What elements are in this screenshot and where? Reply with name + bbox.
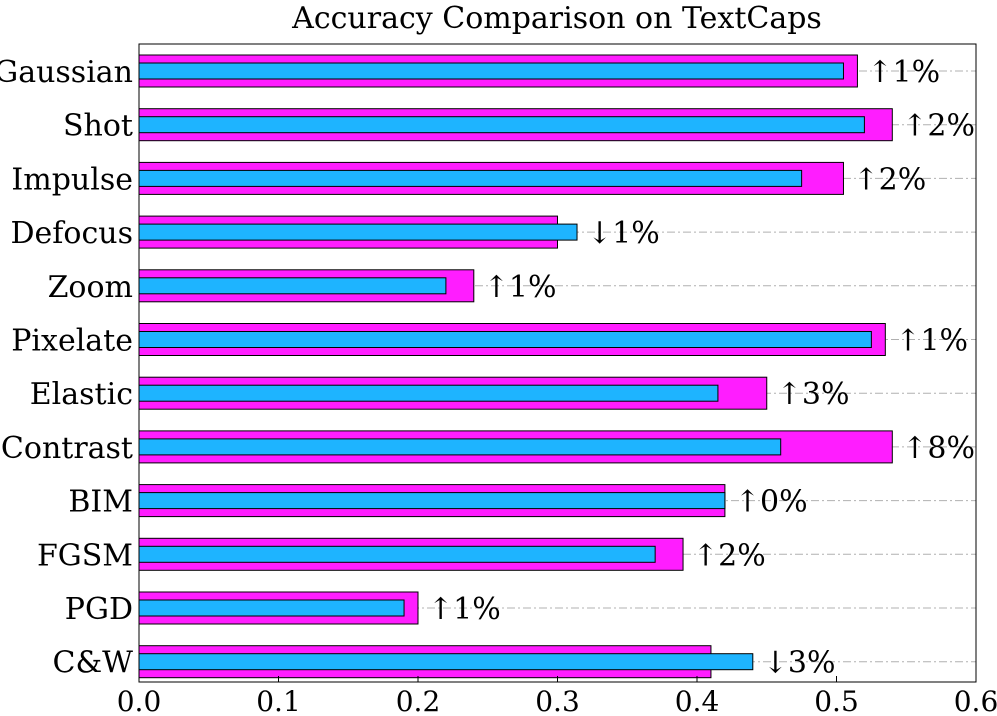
bar-series-2: [138, 116, 865, 134]
change-annotation: ↑2%: [693, 538, 766, 573]
x-tick-label: 0.5: [814, 685, 859, 716]
category-label: Zoom: [48, 270, 133, 305]
bar-series-2: [138, 384, 719, 402]
category-labels: Gaussian Shot Impulse Defocus Zoom Pixelate El…: [0, 55, 133, 681]
change-annotation: ↑1%: [867, 55, 940, 90]
bar-series-2: [138, 438, 782, 456]
change-annotation: ↑2%: [902, 109, 975, 144]
bars: [138, 54, 893, 679]
bar-series-2: [138, 599, 405, 617]
category-label: PGD: [65, 592, 133, 627]
bar-series-2: [138, 277, 447, 295]
change-annotation: ↑1%: [484, 270, 557, 305]
category-label: Defocus: [11, 216, 134, 251]
change-annotation: ↑3%: [777, 377, 850, 412]
x-axis-ticks: 0.0 0.1 0.2 0.3 0.4 0.5 0.6: [117, 676, 997, 716]
category-label: Elastic: [30, 377, 133, 412]
x-tick-label: 0.4: [675, 685, 720, 716]
bar-series-2: [138, 223, 578, 241]
category-label: FGSM: [37, 538, 133, 573]
category-label: BIM: [68, 485, 133, 520]
change-annotations: ↑1% ↑2% ↑2% ↓1% ↑1% ↑1% ↑3% ↑8% ↑0% ↑2% ↑1% ↓3%: [428, 55, 975, 681]
plot-frame: [138, 43, 977, 683]
change-annotation: ↑1%: [895, 324, 968, 359]
category-label: Contrast: [1, 431, 133, 466]
x-tick-label: 0.6: [954, 685, 997, 716]
bar-series-2: [138, 545, 656, 563]
x-tick-label: 0.3: [535, 685, 580, 716]
x-tick-label: 0.1: [256, 685, 301, 716]
change-annotation: ↓1%: [587, 216, 660, 251]
change-annotation: ↑2%: [853, 162, 926, 197]
bar-series-2: [138, 331, 872, 348]
bar-series-2: [138, 169, 803, 187]
change-annotation: ↑0%: [735, 485, 808, 520]
change-annotation: ↓3%: [763, 646, 836, 681]
bar-series-2: [138, 653, 754, 671]
chart-title: Accuracy Comparison on TextCaps: [291, 1, 822, 36]
change-annotation: ↑1%: [428, 592, 501, 627]
category-label: Impulse: [11, 162, 133, 197]
x-tick-label: 0.0: [117, 685, 162, 716]
grid-lines: [139, 70, 976, 663]
category-label: Pixelate: [11, 324, 133, 359]
category-label: C&W: [53, 646, 134, 681]
x-tick-label: 0.2: [396, 685, 441, 716]
category-label: Gaussian: [0, 55, 133, 90]
category-label: Shot: [63, 109, 133, 144]
bar-series-2: [138, 492, 726, 510]
change-annotation: ↑8%: [902, 431, 975, 466]
bar-series-2: [138, 62, 844, 80]
